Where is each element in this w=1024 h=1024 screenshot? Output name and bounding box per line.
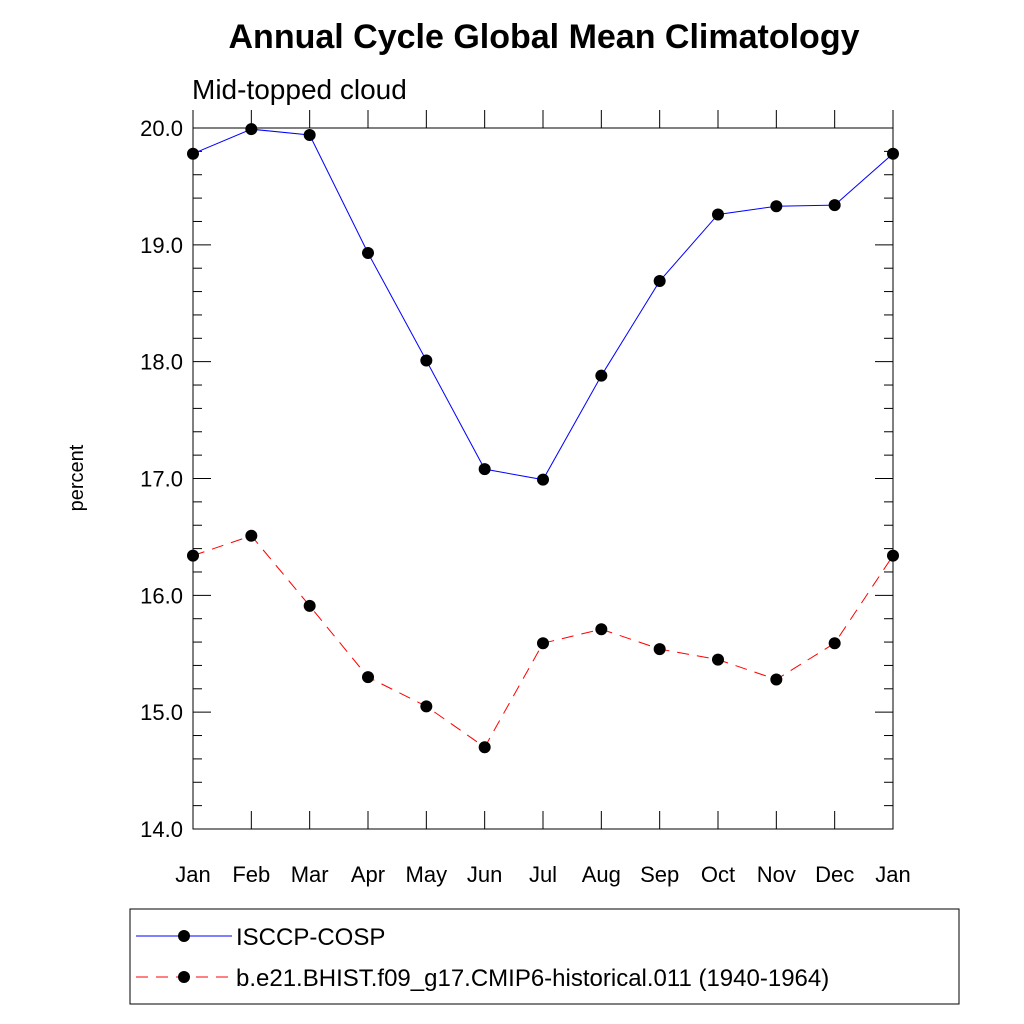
series-line-1 [192,128,894,481]
x-tick-label: Feb [232,862,270,887]
x-tick-label: Jun [467,862,502,887]
data-point [770,200,783,213]
x-tick-label: Aug [582,862,621,887]
data-point [245,123,258,136]
x-tick-label: May [406,862,448,887]
data-point [478,463,491,476]
data-point [887,549,899,562]
data-point [420,354,433,367]
y-axis-label: percent [66,444,88,511]
series-2 [187,529,899,754]
data-point [712,208,724,221]
y-tick-label: 20.0 [140,116,183,141]
x-tick-label: Apr [351,862,385,887]
legend-label-2: b.e21.BHIST.f09_g17.CMIP6-historical.011… [236,965,829,992]
series-layer [187,123,899,754]
legend-item-1: ISCCP-COSP [136,924,385,951]
y-tick-label: 14.0 [140,817,183,842]
legend-box [129,908,960,1005]
data-point [245,529,258,542]
data-point [362,247,374,260]
legend-marker-2 [178,971,190,983]
x-tick-label: Mar [291,862,329,887]
data-point [537,637,549,650]
y-tick-label: 17.0 [140,467,183,492]
chart-subtitle: Mid-topped cloud [192,74,407,105]
y-tick-label: 16.0 [140,583,183,608]
x-tick-label: Sep [640,862,679,887]
y-tick-label: 18.0 [140,350,183,375]
data-point [595,369,608,382]
x-tick-label: Oct [701,862,735,887]
data-point [595,623,608,636]
legend-marker-1 [178,930,190,942]
data-point [887,147,899,160]
series-1 [187,123,899,486]
legend-label-1: ISCCP-COSP [236,924,385,951]
x-tick-label: Jan [175,862,210,887]
x-tick-label: Nov [757,862,796,887]
data-point [712,653,724,666]
data-point [362,671,374,684]
y-tick-label: 19.0 [140,233,183,258]
data-point [303,129,316,142]
data-point [828,637,841,650]
y-tick-label: 15.0 [140,700,183,725]
data-point [828,199,841,212]
data-point [303,599,316,612]
data-point [187,549,199,562]
data-point [478,741,491,754]
axes: 14.0 15.0 16.0 17.0 18.0 19.0 20.0 Jan Feb Mar Apr… [140,110,911,887]
data-point [187,147,199,160]
data-point [770,673,783,686]
x-tick-label: Jan [875,862,910,887]
data-point [420,700,433,713]
x-tick-label: Dec [815,862,854,887]
data-point [537,473,549,486]
data-point [653,275,666,288]
legend-item-2: b.e21.BHIST.f09_g17.CMIP6-historical.011… [136,965,829,992]
chart-title: Annual Cycle Global Mean Climatology [229,18,860,56]
x-tick-label: Jul [529,862,557,887]
data-point [653,643,666,656]
